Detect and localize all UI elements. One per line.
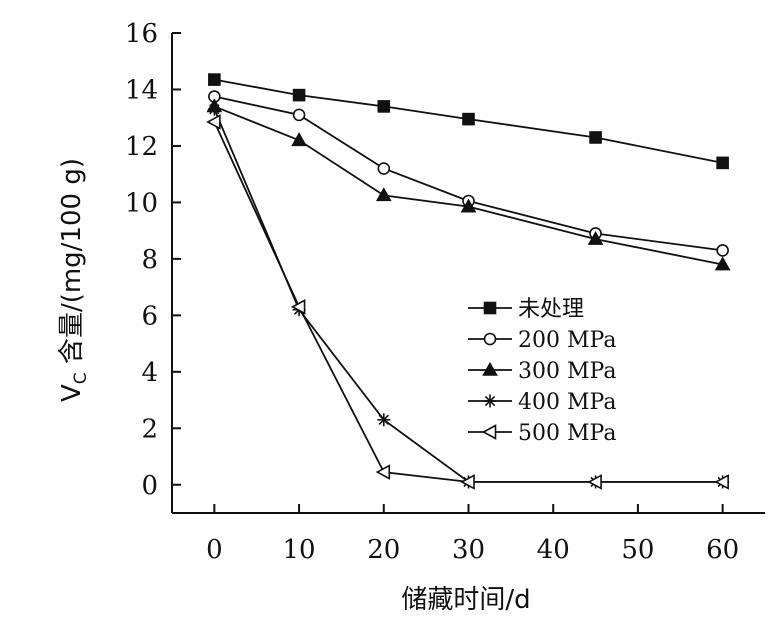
data-point: [375, 187, 392, 202]
series-layer: [206, 73, 731, 490]
legend-marker: [481, 424, 497, 440]
series-0: [208, 73, 729, 170]
data-point: [377, 162, 391, 175]
series-line: [214, 78, 723, 164]
data-point: [716, 244, 729, 257]
data-point: [375, 464, 391, 480]
x-tick-label: 60: [706, 535, 739, 565]
series-line: [214, 95, 723, 252]
data-point: [206, 114, 221, 130]
axes: [171, 33, 765, 514]
legend-label: 400 MPa: [518, 390, 616, 415]
svg-text:VC 含量/(mg/100 g): VC 含量/(mg/100 g): [57, 158, 91, 402]
legend: 未处理 200 MPa 300 MPa 400 MPa 500 MPa: [468, 297, 616, 446]
data-point: [714, 474, 729, 490]
data-point: [292, 108, 306, 122]
data-point: [587, 230, 604, 245]
x-ticks: 0 10 20 30 40 50 60: [206, 504, 739, 565]
y-tick-label: 12: [125, 132, 158, 162]
data-point: [460, 198, 477, 213]
y-tick-label: 4: [141, 358, 158, 388]
data-point: [290, 299, 306, 315]
series-line: [213, 108, 723, 483]
legend-item: 300 MPa: [468, 359, 616, 384]
x-tick-label: 40: [537, 535, 570, 565]
y-axis-title-rest: 含量/(mg/100 g): [57, 158, 87, 372]
data-point: [292, 88, 306, 102]
x-tick-label: 10: [283, 535, 316, 565]
legend-marker: [483, 394, 497, 408]
legend-label: 300 MPa: [518, 359, 616, 384]
y-tick-label: 14: [125, 75, 158, 105]
y-ticks: 0 2 4 6 8 10 12 14 16: [125, 19, 181, 501]
data-point: [208, 73, 221, 86]
x-tick-label: 20: [367, 535, 400, 565]
data-point: [377, 100, 391, 113]
y-tick-label: 10: [125, 188, 158, 218]
legend-marker: [483, 332, 497, 346]
legend-item: 400 MPa: [468, 390, 616, 415]
series-4: [206, 114, 729, 490]
data-point: [377, 413, 391, 427]
legend-label: 未处理: [518, 297, 584, 322]
y-tick-label: 16: [125, 19, 158, 49]
y-tick-label: 6: [141, 301, 158, 331]
series-line: [213, 121, 723, 483]
data-point: [589, 131, 602, 144]
data-point: [291, 132, 307, 147]
y-tick-label: 8: [141, 245, 158, 275]
y-axis-title-sub: C: [71, 372, 91, 384]
data-point: [460, 474, 475, 490]
data-point: [462, 112, 475, 126]
x-tick-label: 30: [452, 535, 485, 565]
data-point: [714, 256, 731, 271]
x-tick-label: 50: [621, 535, 654, 565]
legend-item: 200 MPa: [468, 328, 616, 353]
legend-label: 500 MPa: [518, 421, 616, 446]
x-axis-title: 储藏时间/d: [401, 585, 530, 615]
legend-item: 未处理: [468, 297, 584, 322]
data-point: [207, 102, 221, 116]
x-tick-label: 0: [206, 535, 223, 565]
series-line: [214, 105, 723, 266]
y-tick-label: 0: [141, 471, 158, 501]
legend-marker: [482, 361, 498, 376]
y-tick-label: 2: [141, 414, 158, 444]
series-3: [207, 102, 730, 489]
data-point: [587, 474, 602, 490]
legend-label: 200 MPa: [518, 328, 616, 353]
y-axis-title-main: V: [57, 384, 87, 402]
legend-marker: [483, 301, 497, 315]
data-point: [716, 156, 729, 170]
legend-item: 500 MPa: [468, 421, 616, 446]
y-axis-title: VC 含量/(mg/100 g): [57, 158, 91, 402]
